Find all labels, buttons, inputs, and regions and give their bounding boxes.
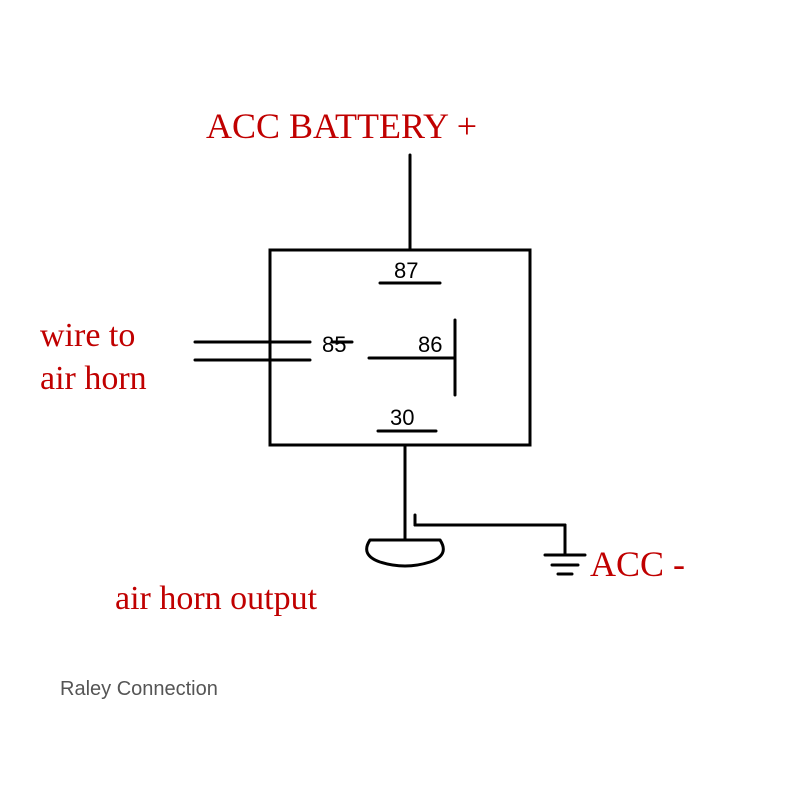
label-acc-minus: ACC - bbox=[590, 543, 685, 585]
pin-86: 86 bbox=[418, 332, 442, 358]
horn-icon bbox=[367, 540, 444, 566]
label-wire-to: wire to bbox=[40, 317, 135, 355]
pin-85: 85 bbox=[322, 332, 346, 358]
label-air-horn: air horn bbox=[40, 360, 147, 398]
pin-30: 30 bbox=[390, 405, 414, 431]
label-acc-battery: ACC BATTERY + bbox=[206, 105, 477, 147]
pin-87: 87 bbox=[394, 258, 418, 284]
diagram-canvas: ACC BATTERY + wire to air horn air horn … bbox=[0, 0, 795, 795]
label-air-horn-output: air horn output bbox=[115, 580, 317, 618]
caption: Raley Connection bbox=[60, 678, 218, 701]
